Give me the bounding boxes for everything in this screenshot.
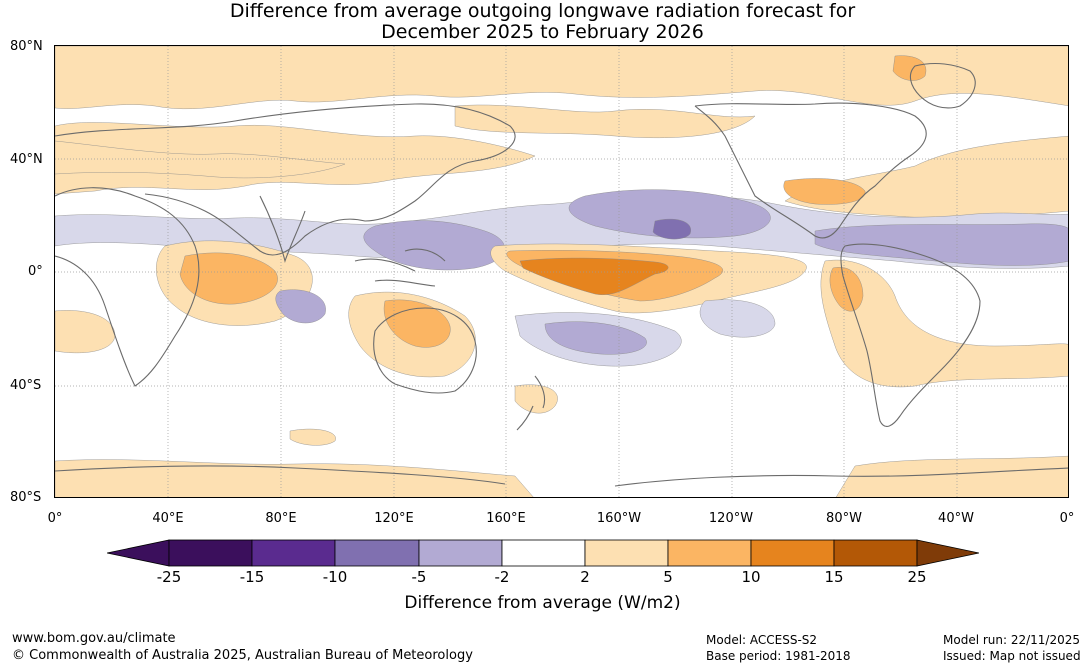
coast-india: [259, 195, 306, 263]
colorbar-bin-neg25-neg15: [168, 539, 253, 567]
colorbar-tick: -25: [156, 568, 182, 586]
colorbar-bin-10-15: [750, 539, 835, 567]
anomaly-shading: [55, 46, 1068, 497]
coast-australia: [373, 307, 477, 394]
footer-copyright: © Commonwealth of Australia 2025, Austra…: [12, 648, 473, 663]
shade-south-indian-orange: [289, 428, 336, 446]
footer-issued: Issued: Map not issued: [943, 649, 1081, 663]
colorbar-bin-neg2-2: [501, 539, 586, 567]
lon-label-0-left: 0°: [47, 511, 63, 526]
colorbar-bin-5-10: [667, 539, 752, 567]
coast-new-zealand: [516, 375, 546, 431]
colorbar-tick: -10: [322, 568, 348, 586]
shade-north-atlantic-orange: [784, 135, 1068, 219]
colorbar-bin-neg10-neg5: [334, 539, 420, 567]
colorbar-tick: -2: [494, 568, 510, 586]
coast-antarctica: [55, 465, 1068, 487]
colorbar-bin-neg5-neg2: [418, 539, 503, 567]
shade-europe-orange: [55, 140, 346, 179]
lat-label-80n: 80°N: [10, 39, 43, 54]
colorbar-tick: 2: [580, 568, 590, 586]
colorbar-extend-high: [916, 539, 979, 567]
lat-label-80s: 80°S: [10, 490, 42, 505]
shade-se-pacific-blue: [699, 299, 776, 338]
lon-label-120e: 120°E: [374, 511, 414, 526]
shade-southern-ocean-orange: [55, 459, 534, 497]
map-title-line-2: December 2025 to February 2026: [381, 21, 704, 43]
footer-model: Model: ACCESS-S2: [706, 633, 818, 647]
coastlines: [55, 62, 1068, 487]
colorbar-tick: -15: [239, 568, 265, 586]
footer-base-period: Base period: 1981-2018: [706, 649, 851, 663]
shade-north-asia-orange: [55, 122, 536, 195]
lat-label-equator: 0°: [28, 264, 43, 279]
lat-label-40s: 40°S: [10, 378, 42, 393]
shade-tropical-blue: [55, 195, 1068, 269]
colorbar-bin-neg15-neg10: [251, 539, 336, 567]
lon-label-80e: 80°E: [265, 511, 297, 526]
colorbar-tick: 25: [907, 568, 927, 586]
coast-africa: [55, 187, 200, 387]
shade-north-pacific-orange: [454, 104, 756, 139]
shade-south-america-blue: [814, 223, 1068, 266]
coast-south-america: [840, 243, 981, 427]
shade-indian-ocean-blue: [275, 289, 326, 324]
shade-patagonia-orange: [514, 384, 558, 414]
map-svg: [55, 46, 1068, 497]
colorbar-tick: 10: [741, 568, 761, 586]
shade-south-pacific-blue-mid: [544, 321, 647, 355]
colorbar-tick: -5: [411, 568, 427, 586]
coast-maritime: [354, 248, 446, 287]
shade-pacific-orange-core: [519, 257, 669, 295]
shade-east-europe-orange-mid: [892, 55, 927, 81]
shade-pacific-blue-mid: [568, 189, 771, 239]
lon-label-0-right: 0°: [1059, 511, 1075, 526]
colorbar-label: Difference from average (W/m2): [404, 593, 681, 613]
lon-label-40e: 40°E: [152, 511, 184, 526]
coast-eurasia: [55, 103, 516, 256]
map-title-line-1: Difference from average outgoing longwav…: [229, 0, 856, 22]
colorbar-tick: 5: [663, 568, 673, 586]
colorbar: [107, 539, 979, 567]
shade-south-america-orange: [820, 259, 1068, 388]
shade-arctic-orange: [55, 46, 1068, 110]
graticule: [55, 46, 1068, 497]
shade-pacific-blue-core: [652, 218, 691, 240]
shade-north-america-orange-mid: [783, 178, 866, 205]
shade-maritime-blue: [363, 220, 505, 271]
lon-label-160e: 160°E: [486, 511, 526, 526]
colorbar-tick: 15: [824, 568, 844, 586]
shade-west-africa-orange: [55, 310, 116, 354]
lon-label-120w: 120°W: [708, 511, 754, 526]
coast-greenland: [909, 62, 976, 109]
coast-north-america: [694, 102, 927, 239]
colorbar-bin-2-5: [584, 539, 669, 567]
footer-website: www.bom.gov.au/climate: [12, 631, 176, 646]
lon-label-80w: 80°W: [826, 511, 862, 526]
lat-label-40n: 40°N: [10, 152, 43, 167]
shade-indian-ocean-orange-mid: [179, 252, 278, 305]
olr-anomaly-map: [54, 45, 1069, 498]
footer-model-run: Model run: 22/11/2025: [943, 633, 1081, 647]
colorbar-bin-15-25: [833, 539, 918, 567]
shade-southern-ocean-east-orange: [835, 455, 1068, 497]
colorbar-extend-low: [107, 539, 170, 567]
lon-label-40w: 40°W: [938, 511, 974, 526]
lon-label-160w: 160°W: [596, 511, 642, 526]
